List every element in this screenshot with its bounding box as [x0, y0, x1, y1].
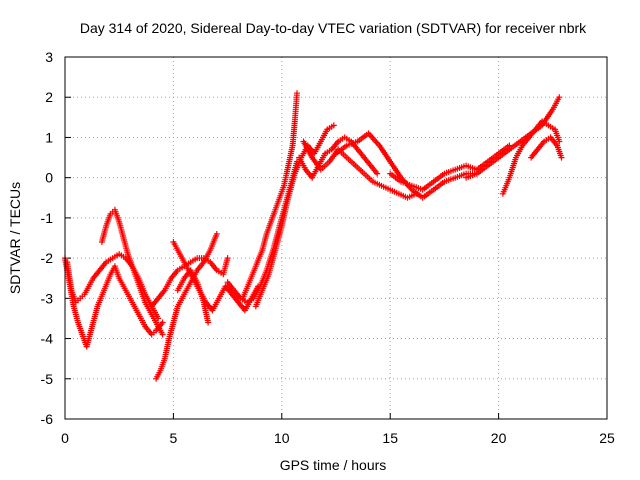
- x-tick-label: 10: [274, 430, 290, 446]
- series-sat-c: [98, 206, 166, 338]
- y-tick-label: 2: [45, 89, 53, 105]
- series-sat-g: [174, 267, 212, 326]
- series-markers: [148, 255, 231, 310]
- series-markers: [296, 134, 381, 181]
- plot-frame: [64, 56, 608, 420]
- series-markers: [239, 90, 300, 302]
- y-tick-labels: -6 -5 -4 -3 -2 -1 0 1 2 3: [41, 49, 54, 427]
- grid-lines: [64, 56, 608, 420]
- x-tick-label: 0: [61, 430, 69, 446]
- y-tick-label: -2: [41, 250, 54, 266]
- series-sat-p: [499, 118, 563, 197]
- series-markers: [224, 158, 300, 306]
- series-sat-h: [224, 158, 300, 306]
- y-tick-label: -6: [41, 411, 54, 427]
- y-tick-label: 1: [45, 129, 53, 145]
- series-markers: [300, 138, 420, 201]
- data-points: [62, 90, 565, 382]
- series-sat-l: [300, 138, 420, 201]
- series-sat-n: [387, 142, 513, 193]
- series-markers: [98, 206, 166, 338]
- series-sat-i: [239, 90, 300, 302]
- series-markers: [387, 142, 513, 193]
- series-sat-k: [296, 134, 381, 181]
- x-tick-label: 5: [170, 430, 178, 446]
- series-sat-j: [252, 122, 337, 310]
- x-axis-title: GPS time / hours: [280, 457, 387, 473]
- chart-title: Day 314 of 2020, Sidereal Day-to-day VTE…: [80, 20, 587, 36]
- x-tick-label: 15: [382, 430, 398, 446]
- series-markers: [499, 118, 563, 197]
- series-markers: [252, 122, 337, 310]
- x-tick-labels: 0 5 10 15 20 25: [61, 430, 615, 446]
- series-sat-e: [148, 255, 231, 310]
- x-tick-label: 25: [599, 430, 615, 446]
- y-tick-label: -3: [41, 290, 54, 306]
- y-tick-label: -4: [41, 331, 54, 347]
- y-axis-title: SDTVAR / TECUs: [7, 182, 23, 294]
- y-tick-label: 3: [45, 49, 53, 65]
- y-tick-label: -5: [41, 371, 54, 387]
- y-tick-label: -1: [41, 210, 54, 226]
- series-markers: [174, 267, 212, 326]
- y-tick-label: 0: [45, 170, 53, 186]
- series-markers: [528, 134, 565, 161]
- x-tick-label: 20: [491, 430, 507, 446]
- series-sat-q: [528, 134, 565, 161]
